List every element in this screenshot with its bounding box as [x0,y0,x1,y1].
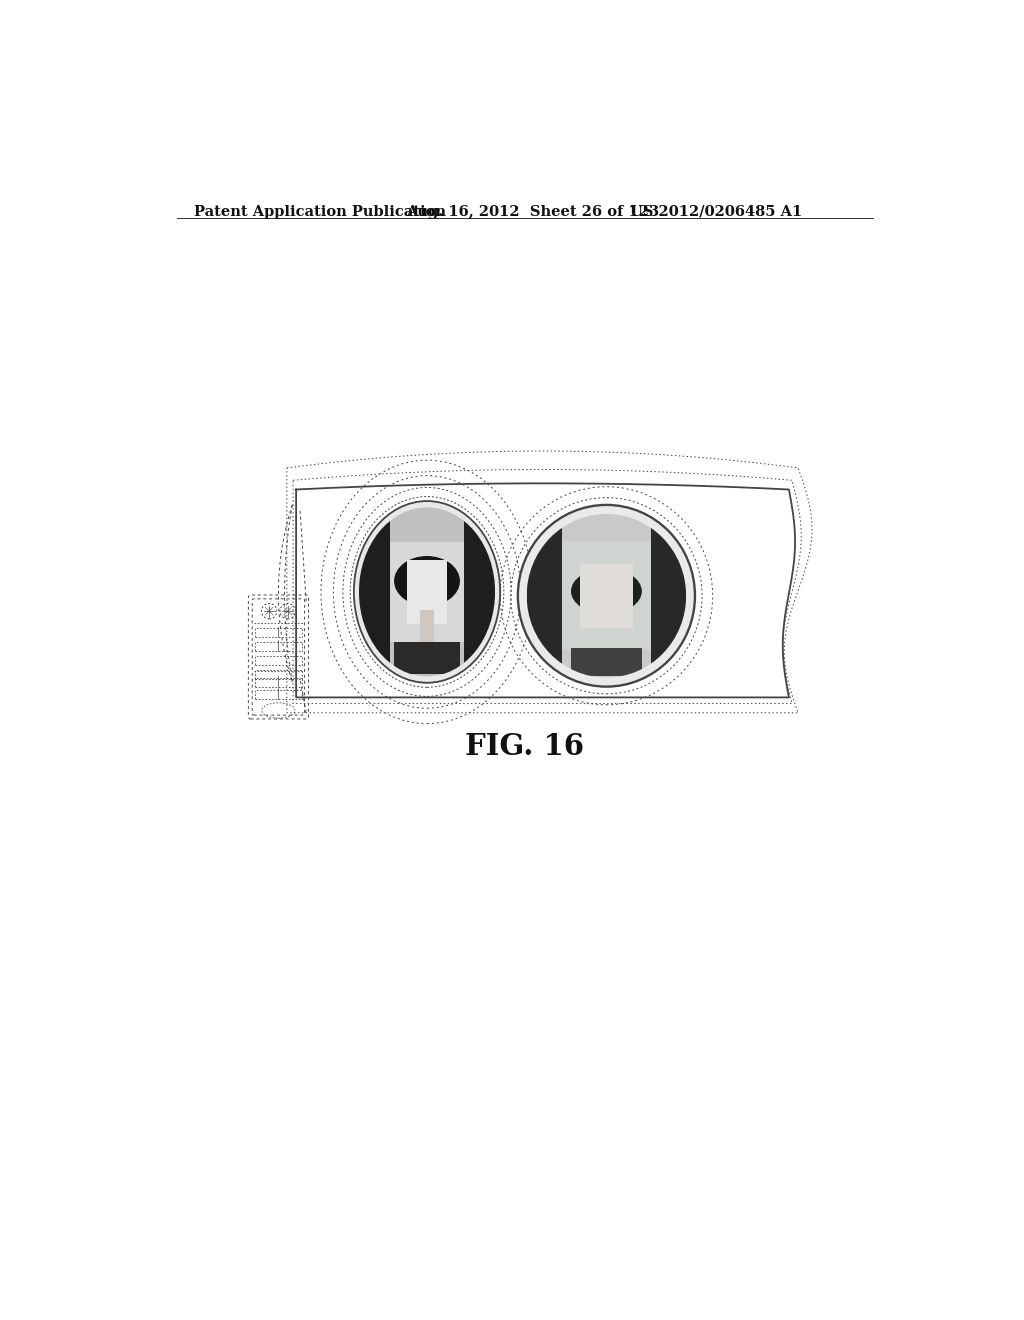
Text: Patent Application Publication: Patent Application Publication [194,205,445,219]
Bar [255,690,302,700]
Bar [562,541,650,651]
Bar [255,628,302,638]
Bar [420,610,434,642]
Bar [407,560,447,624]
Bar [255,669,302,678]
Ellipse shape [359,507,495,676]
Ellipse shape [394,556,460,606]
Bar [464,510,495,673]
Bar [255,656,302,665]
Bar [580,564,633,627]
Bar [571,648,642,676]
Bar [526,513,562,677]
Bar [255,642,302,651]
Ellipse shape [526,513,686,677]
Bar [390,543,464,642]
Text: US 2012/0206485 A1: US 2012/0206485 A1 [630,205,802,219]
Text: FIG. 16: FIG. 16 [465,733,585,762]
Ellipse shape [518,504,695,686]
Ellipse shape [571,569,642,614]
Ellipse shape [359,507,495,676]
Bar [650,513,686,677]
Ellipse shape [354,502,500,682]
Bar [394,642,460,673]
Bar [359,510,390,673]
Text: Aug. 16, 2012  Sheet 26 of 123: Aug. 16, 2012 Sheet 26 of 123 [407,205,659,219]
Bar [255,678,302,686]
